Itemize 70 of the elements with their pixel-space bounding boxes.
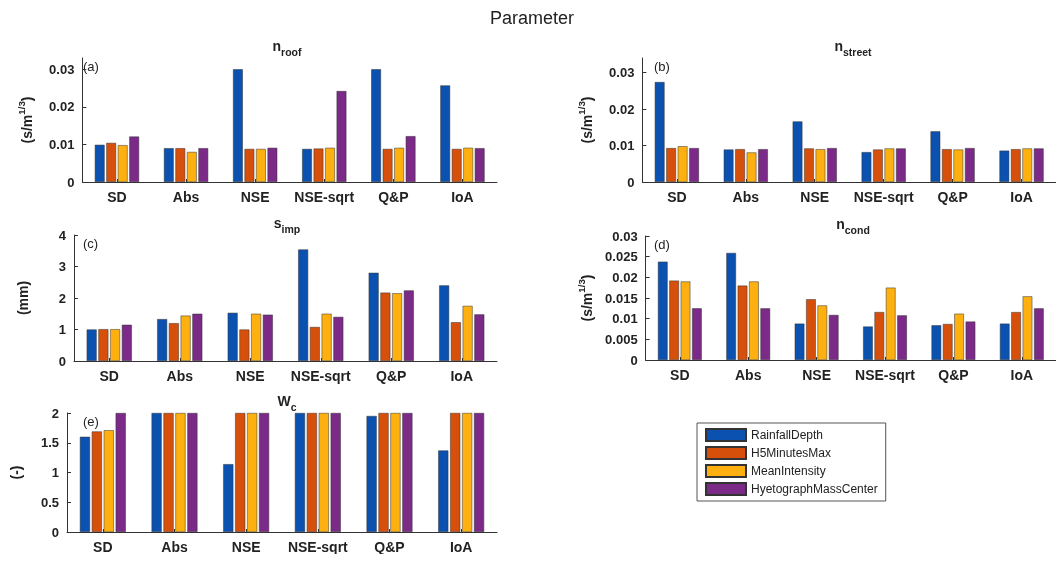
y-tick-label: 0.5 [40,494,59,510]
y-tick-label: 0.03 [609,65,635,81]
x-tick-label: NSE [235,368,265,384]
annotation: (d) [654,237,670,252]
y-tick-label: 0 [58,353,66,369]
x-tick-label: NSE [231,539,261,555]
y-tick-label: 0.03 [49,61,75,77]
y-tick-label: 0 [67,174,75,190]
y-tick-label: 0 [627,174,635,190]
legend-label: H5MinutesMax [751,446,832,460]
y-tick-label: 4 [58,227,67,243]
x-tick-label: NSE-sqrt [287,539,349,555]
x-tick-label: SD [667,189,687,205]
x-tick-label: NSE-sqrt [855,367,916,383]
y-tick-label: 0.005 [605,331,638,347]
x-tick-label: NSE [802,367,832,383]
y-tick-label: 0 [630,352,638,368]
x-tick-label: IoA [1010,367,1034,383]
y-tick-label: 0.02 [609,101,635,117]
y-axis-title: (mm) [15,280,31,316]
y-tick-label: 1 [58,322,66,337]
y-tick-label: 0.02 [612,269,638,285]
x-tick-label: Abs [166,368,194,384]
text: Parameter [488,8,575,29]
x-tick-label: NSE-sqrt [290,368,352,384]
y-tick-label: 0.01 [612,311,638,327]
y-tick-label: 0.015 [605,290,638,306]
y-tick-label: 0.01 [49,136,75,152]
x-tick-label: SD [93,539,113,555]
legend-label: HyetographMassCenter [751,482,878,496]
legend-label: RainfallDepth [751,428,824,442]
y-axis-title: (-) [8,465,24,480]
y-tick-label: 3 [58,259,66,274]
y-tick-label: 1.5 [40,435,59,451]
y-tick-label: 0.01 [609,138,635,154]
x-tick-label: IoA [451,189,474,205]
annotation: (c) [83,236,99,251]
x-tick-label: IoA [450,368,474,384]
x-tick-label: Abs [172,189,200,205]
y-tick-label: 2 [51,405,59,421]
annotation: (a) [83,59,99,74]
x-tick-label: IoA [1010,189,1033,205]
y-axis-title: (s/m1/3) [15,96,36,144]
y-tick-label: 2 [58,290,66,306]
x-tick-label: Abs [161,539,188,555]
annotation: (b) [654,59,670,74]
x-tick-label: Q&P [374,539,405,555]
y-tick-label: 0 [51,524,59,540]
x-tick-label: IoA [449,539,473,555]
x-tick-label: Q&P [937,189,968,205]
y-tick-label: 0.03 [612,228,638,244]
y-axis-title: (s/m1/3) [575,96,596,144]
x-tick-label: Abs [732,189,760,205]
legend-label: MeanIntensity [751,464,826,478]
x-tick-label: Abs [735,367,762,383]
x-tick-label: Q&P [938,367,969,383]
y-tick-label: 0.02 [49,99,75,115]
x-tick-label: SD [107,189,127,205]
x-tick-label: NSE-sqrt [853,189,914,205]
x-tick-label: SD [99,368,119,384]
x-tick-label: NSE [800,189,830,205]
x-tick-label: Q&P [376,368,407,384]
x-tick-label: NSE-sqrt [294,189,355,205]
y-axis-title: (s/m1/3) [575,274,596,322]
y-tick-label: 1 [51,465,59,480]
y-tick-label: 0.025 [605,249,638,265]
x-tick-label: Q&P [378,189,409,205]
x-tick-label: SD [670,367,690,383]
annotation: (e) [83,414,99,429]
x-tick-label: NSE [240,189,270,205]
